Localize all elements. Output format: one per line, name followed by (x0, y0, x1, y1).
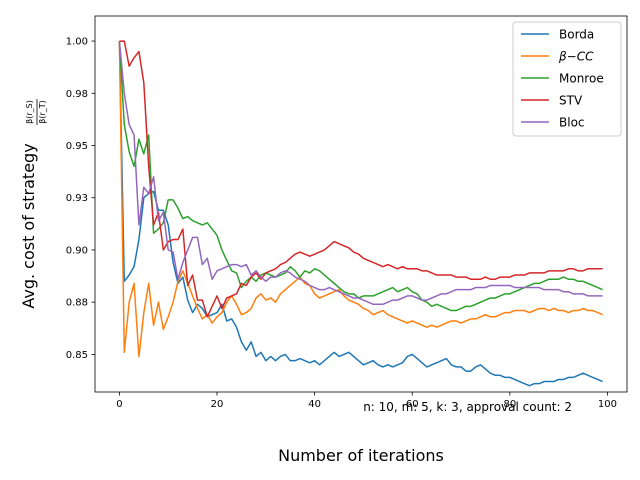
y-axis-label-prefix: Avg. cost of strategy (19, 143, 38, 308)
x-axis-label: Number of iterations (278, 446, 444, 465)
series-layer (118, 40, 603, 387)
legend-label: Bloc (559, 116, 585, 130)
y-tick-label: 0.93 (66, 193, 88, 204)
ticks-layer: 0 20 40 60 80 100 0.85 0.88 0.90 0.93 0.95 0.98 1.00 (66, 37, 617, 410)
y-tick-label: 1.00 (66, 37, 88, 48)
chart-annotation: n: 10, m: 5, k: 3, approval count: 2 (363, 400, 572, 414)
series-line-monroe (118, 41, 603, 312)
y-tick-label: 0.85 (66, 350, 88, 361)
legend-label: Monroe (559, 72, 604, 86)
series-line-borda (118, 41, 603, 387)
series-line-bloc (118, 41, 603, 306)
y-tick-label: 0.98 (66, 89, 88, 100)
y-axis-label-fraction-numerator: β(r_S) (25, 100, 34, 124)
series-line-stv (119, 40, 603, 318)
x-tick-label: 40 (308, 399, 321, 410)
y-tick-label: 0.90 (66, 245, 88, 256)
legend-label: β−CC (558, 50, 594, 64)
legend-box (512, 21, 622, 137)
x-tick-label: 20 (211, 399, 224, 410)
y-axis-label-fraction-denominator: β(r_T) (38, 100, 47, 124)
y-tick-label: 0.95 (66, 141, 88, 152)
plot-frame (94, 15, 628, 393)
series-line--cc (118, 41, 603, 358)
y-tick-label: 0.88 (66, 298, 88, 309)
legend-label: Borda (559, 28, 594, 42)
x-tick-label: 0 (116, 399, 122, 410)
x-tick-label: 80 (503, 399, 516, 410)
x-tick-label: 100 (598, 399, 617, 410)
y-axis-label: Avg. cost of strategy (19, 143, 38, 308)
x-tick-label: 60 (406, 399, 419, 410)
legend: Borda β−CC Monroe STV Bloc (512, 21, 622, 137)
legend-label: STV (559, 94, 583, 108)
